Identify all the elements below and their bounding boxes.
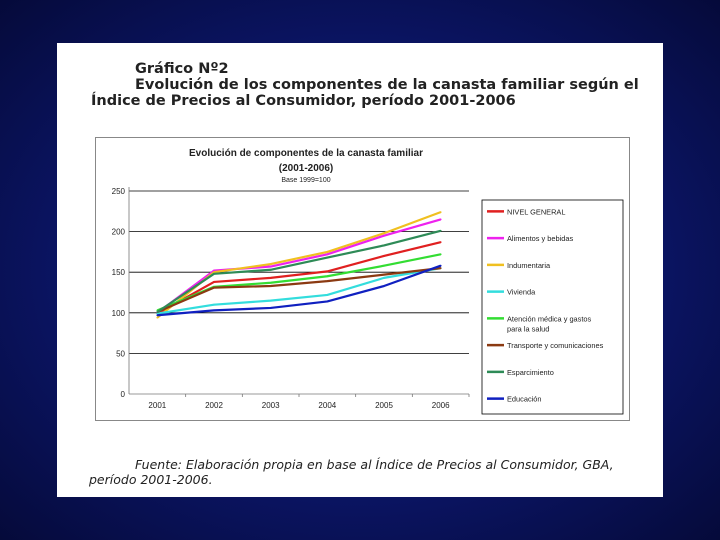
data-point-esparcimiento-2005 [383, 244, 385, 247]
data-point-atencion-medica-y-gastos-para-la-salud-2006 [439, 253, 442, 256]
x-tick-label-2005: 2005 [375, 401, 393, 410]
legend-label-alimentos-y-bebidas: Alimentos y bebidas [507, 234, 573, 243]
chart-title: Evolución de componentes de la canasta f… [189, 148, 423, 159]
data-point-transporte-y-comunicaciones-2003 [269, 285, 272, 287]
heading-figure-number: Gráfico Nº2 [135, 61, 229, 77]
y-tick-label-200: 200 [112, 228, 126, 237]
data-point-vivienda-2002 [213, 303, 215, 306]
x-tick-label-2006: 2006 [432, 401, 450, 410]
data-point-indumentaria-2004 [326, 251, 329, 253]
data-point-nivel-general-2004 [326, 270, 329, 273]
legend-label-esparcimiento: Esparcimiento [507, 368, 554, 377]
legend-label-nivel-general: NIVEL GENERAL [507, 207, 565, 216]
source-line-1: Fuente: Elaboración propia en base al Ín… [135, 457, 614, 472]
data-point-educacion-2001 [156, 314, 159, 317]
chart-frame: Evolución de componentes de la canasta f… [95, 137, 630, 421]
source-note: Fuente: Elaboración propia en base al Ín… [89, 457, 649, 487]
data-point-atencion-medica-y-gastos-para-la-salud-2004 [326, 275, 329, 278]
y-tick-label-100: 100 [112, 309, 126, 318]
legend-box [481, 199, 624, 415]
chart-base-note: Base 1999=100 [281, 177, 330, 184]
data-point-esparcimiento-2002 [213, 272, 215, 275]
series-line-indumentaria [156, 211, 442, 319]
data-point-atencion-medica-y-gastos-para-la-salud-2005 [383, 264, 385, 267]
data-point-esparcimiento-2003 [269, 268, 272, 271]
legend-label-transporte-y-comunicaciones: Transporte y comunicaciones [507, 341, 604, 350]
series-line-transporte-y-comunicaciones [156, 267, 441, 313]
data-point-transporte-y-comunicaciones-2002 [213, 286, 215, 289]
data-point-educacion-2003 [269, 307, 272, 309]
data-point-esparcimiento-2004 [326, 256, 329, 259]
y-tick-label-250: 250 [112, 187, 126, 196]
series-line-esparcimiento [156, 229, 441, 313]
line-chart: Evolución de componentes de la canasta f… [112, 148, 624, 415]
source-line-2: período 2001-2006. [89, 472, 213, 487]
data-point-indumentaria-2001 [156, 316, 159, 319]
y-tick-label-0: 0 [121, 390, 126, 399]
x-tick-label-2001: 2001 [148, 401, 166, 410]
data-point-vivienda-2005 [383, 276, 385, 279]
data-point-indumentaria-2005 [383, 232, 385, 235]
slide: Gráfico Nº2 Evolución de los componentes… [57, 43, 663, 497]
y-tick-label-50: 50 [116, 349, 125, 358]
data-point-vivienda-2001 [156, 312, 159, 315]
data-point-educacion-2006 [439, 264, 442, 267]
data-point-transporte-y-comunicaciones-2006 [439, 267, 442, 270]
heading-title: Evolución de los componentes de la canas… [135, 77, 639, 93]
chart-subtitle: (2001-2006) [279, 163, 333, 174]
data-point-educacion-2004 [326, 300, 329, 303]
legend-label-indumentaria: Indumentaria [507, 261, 551, 270]
legend-label-vivienda: Vivienda [507, 288, 536, 297]
x-tick-label-2003: 2003 [262, 401, 280, 410]
legend-label-atencion-medica-y-gastos-para-la-salud: Atención médica y gastos para la salud [507, 314, 592, 333]
slide-heading: Gráfico Nº2 Evolución de los componentes… [91, 61, 655, 109]
data-point-nivel-general-2003 [269, 276, 272, 279]
x-tick-label-2004: 2004 [318, 401, 336, 410]
data-point-educacion-2005 [383, 285, 385, 287]
data-point-esparcimiento-2006 [439, 229, 442, 232]
data-point-indumentaria-2002 [213, 271, 215, 274]
data-point-nivel-general-2006 [439, 241, 442, 244]
series-line-nivel-general [156, 241, 441, 315]
data-point-alimentos-y-bebidas-2005 [383, 234, 385, 237]
heading-title-continued: Índice de Precios al Consumidor, período… [91, 93, 516, 109]
x-tick-label-2002: 2002 [205, 401, 223, 410]
data-point-alimentos-y-bebidas-2004 [326, 253, 329, 256]
data-point-indumentaria-2003 [269, 263, 272, 265]
data-point-vivienda-2003 [269, 299, 272, 302]
y-tick-label-150: 150 [112, 268, 126, 277]
data-point-educacion-2002 [213, 309, 215, 312]
data-point-transporte-y-comunicaciones-2005 [383, 273, 385, 276]
data-point-alimentos-y-bebidas-2003 [269, 265, 272, 268]
legend-label-educacion: Educación [507, 395, 542, 404]
data-point-indumentaria-2006 [439, 211, 442, 214]
data-point-esparcimiento-2001 [156, 311, 159, 313]
series-line-educacion [157, 264, 442, 317]
data-point-alimentos-y-bebidas-2006 [439, 218, 442, 221]
series-line-vivienda [157, 267, 441, 315]
data-point-transporte-y-comunicaciones-2004 [326, 280, 329, 283]
data-point-nivel-general-2002 [213, 281, 215, 283]
data-point-nivel-general-2005 [383, 255, 385, 257]
data-point-atencion-medica-y-gastos-para-la-salud-2003 [269, 281, 272, 284]
series-line-alimentos-y-bebidas [156, 218, 441, 314]
data-point-vivienda-2004 [326, 294, 329, 296]
